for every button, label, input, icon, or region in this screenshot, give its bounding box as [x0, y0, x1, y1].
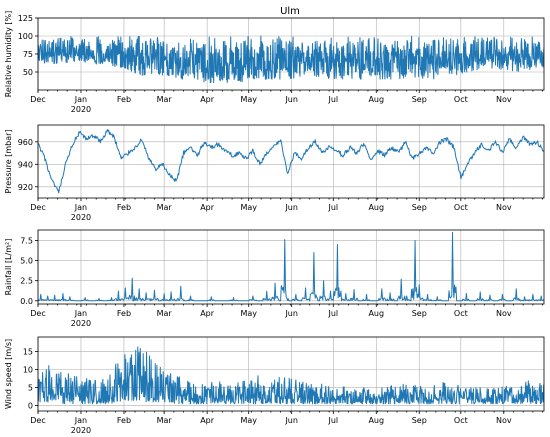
- x-tick-label: Jan: [74, 203, 87, 212]
- x-tick-label: Dec: [30, 416, 45, 425]
- y-tick-label: 0: [28, 402, 33, 411]
- y-tick-label: 5: [28, 384, 33, 393]
- y-axis-label: Relative humidity [%]: [4, 11, 13, 98]
- x-tick-label: Jun: [284, 95, 298, 104]
- x-tick-label: Mar: [157, 309, 173, 318]
- x-tick-label: Aug: [368, 203, 384, 212]
- x-tick-label: May: [240, 95, 257, 104]
- axes-frame: [37, 336, 545, 412]
- x-tick-label: Sep: [412, 95, 427, 104]
- x-tick-label: Jan: [74, 95, 87, 104]
- y-tick-label: 15: [23, 347, 33, 356]
- x-tick-label: Jun: [284, 416, 298, 425]
- y-tick-label: 960: [18, 138, 33, 147]
- x-tick-label: Aug: [368, 416, 384, 425]
- x-tick-label: Apr: [200, 203, 215, 212]
- x-tick-label: Nov: [496, 416, 512, 425]
- data-series-line: [38, 35, 544, 84]
- x-tick-label: Dec: [30, 309, 45, 318]
- y-tick-label: 7.5: [20, 236, 33, 245]
- x-tick-label: May: [240, 203, 257, 212]
- x-tick-label: Oct: [454, 416, 468, 425]
- y-tick-label: 125: [18, 14, 33, 23]
- y-tick-label: 0.0: [20, 297, 33, 306]
- y-tick-label: 920: [18, 183, 33, 192]
- x-tick-label: Jul: [327, 95, 338, 104]
- y-axis-label: Rainfall [L/m²]: [4, 239, 13, 296]
- y-tick-label: 5.0: [20, 257, 33, 266]
- x-tick-label: Nov: [496, 95, 512, 104]
- x-tick-label: Feb: [117, 416, 131, 425]
- x-tick-label: Mar: [157, 416, 173, 425]
- x-tick-label: Mar: [157, 95, 173, 104]
- y-tick-label: 100: [18, 32, 33, 41]
- y-tick-label: 940: [18, 160, 33, 169]
- x-tick-label: Jul: [327, 203, 338, 212]
- x-tick-label: Nov: [496, 309, 512, 318]
- x-tick-year-label: 2020: [71, 105, 91, 114]
- data-series-line: [38, 231, 544, 302]
- x-tick-year-label: 2020: [71, 319, 91, 328]
- x-tick-label: Jan: [74, 309, 87, 318]
- x-tick-label: Feb: [117, 203, 131, 212]
- x-tick-label: Nov: [496, 203, 512, 212]
- x-tick-label: Aug: [368, 309, 384, 318]
- x-tick-label: Aug: [368, 95, 384, 104]
- axes-frame: [37, 229, 545, 305]
- y-tick-label: 2.5: [20, 277, 33, 286]
- y-axis-label: Wind speed [m/s]: [4, 339, 13, 409]
- x-tick-label: Oct: [454, 309, 468, 318]
- y-tick-label: 75: [23, 50, 33, 59]
- x-tick-label: Apr: [200, 309, 215, 318]
- x-tick-label: Jun: [284, 203, 298, 212]
- y-axis-label: Pressure [mbar]: [4, 129, 13, 193]
- x-tick-label: Sep: [412, 416, 427, 425]
- x-tick-label: Dec: [30, 95, 45, 104]
- x-tick-label: Oct: [454, 203, 468, 212]
- x-tick-label: Jul: [327, 309, 338, 318]
- x-tick-label: Apr: [200, 95, 215, 104]
- x-tick-label: Jun: [284, 309, 298, 318]
- x-tick-label: Jul: [327, 416, 338, 425]
- x-tick-year-label: 2020: [71, 213, 91, 222]
- data-series-line: [38, 346, 544, 405]
- x-tick-label: Apr: [200, 416, 215, 425]
- y-tick-label: 50: [23, 68, 33, 77]
- x-tick-label: May: [240, 416, 257, 425]
- x-tick-label: Dec: [30, 203, 45, 212]
- x-tick-label: Feb: [117, 95, 131, 104]
- x-tick-label: Mar: [157, 203, 173, 212]
- x-tick-label: Sep: [412, 309, 427, 318]
- data-series-line: [38, 129, 544, 194]
- x-tick-label: Sep: [412, 203, 427, 212]
- x-tick-year-label: 2020: [71, 426, 91, 435]
- figure-title: Ulm: [280, 6, 300, 17]
- y-tick-label: 10: [23, 365, 33, 374]
- x-tick-label: Feb: [117, 309, 131, 318]
- x-tick-label: Jan: [74, 416, 87, 425]
- x-tick-label: Oct: [454, 95, 468, 104]
- axes-frame: [37, 124, 545, 199]
- x-tick-label: May: [240, 309, 257, 318]
